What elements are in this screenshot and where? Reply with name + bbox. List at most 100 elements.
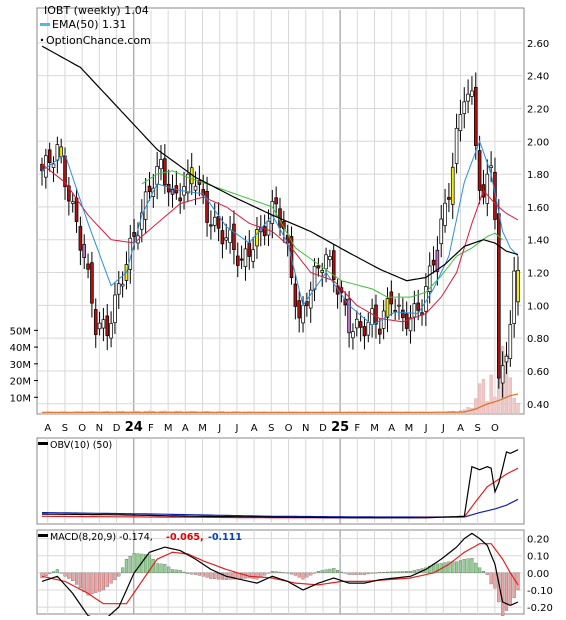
volume-bar: [474, 398, 478, 415]
macd-hist-bar: [512, 572, 516, 598]
volume-average-line: [42, 393, 519, 413]
macd-hist-bar: [362, 572, 367, 575]
candle-body: [270, 201, 275, 224]
x-axis: A S O N D 24 F M A M J J A S O N D 25 F M A M J J A S O: [44, 420, 499, 435]
candle-body: [166, 183, 171, 193]
macd-hist-bar: [389, 571, 393, 574]
macd-hist-bar: [182, 571, 186, 574]
macd-hist-bar: [312, 572, 317, 574]
volume-bar: [370, 412, 374, 415]
price-tick-label: 2.00: [527, 137, 549, 148]
candle-body: [47, 149, 52, 164]
macd-hist-bar: [220, 572, 225, 580]
candle-body: [320, 269, 325, 273]
macd-hist-bar: [316, 570, 320, 574]
candle-body: [408, 317, 413, 332]
candle-body: [266, 220, 271, 236]
macd-hist-bar: [286, 572, 290, 574]
candle-body: [489, 165, 493, 168]
candle-body: [235, 255, 240, 266]
chart-legend: IOBT (weekly) 1.04 EMA(50) 1.31 OptionCh…: [40, 4, 151, 47]
macd-hist-bar: [147, 554, 152, 574]
macd-hist-bar: [447, 561, 451, 574]
x-tick-label: J: [234, 423, 238, 434]
x-tick-label: 24: [125, 420, 143, 435]
candle-body: [439, 218, 444, 245]
macd-hist-bar: [374, 572, 378, 574]
macd-hist-bar: [240, 572, 244, 579]
candle-body: [374, 304, 378, 325]
macd-hist-bar: [309, 572, 313, 576]
macd-hist-bar: [320, 570, 324, 574]
macd-hist-bar: [121, 567, 125, 574]
macd-hist-bar: [159, 563, 163, 574]
x-tick-label: J: [217, 423, 221, 434]
x-tick-label: D: [319, 423, 327, 434]
candle-body: [454, 127, 459, 164]
volume-bar: [312, 412, 317, 415]
price-tick-label: 0.80: [527, 334, 549, 345]
macd-hist-bar: [74, 572, 79, 585]
macd-hist-bar: [328, 568, 332, 574]
macd-tick-label: 0.10: [527, 552, 549, 563]
macd-hist-bar: [101, 572, 106, 591]
macd-hist-bar: [470, 558, 474, 574]
macd-hist-bar: [255, 572, 259, 580]
volume-tick-label: 40M: [10, 343, 31, 354]
watermark: OptionChance.com: [46, 34, 151, 47]
macd-hist-bar: [466, 558, 470, 574]
x-tick-label: A: [251, 423, 258, 434]
candle-body: [216, 216, 221, 229]
macd-hist-bar: [163, 564, 167, 574]
macd-hist-bar: [493, 572, 497, 589]
candle-body: [431, 259, 436, 266]
candle-body: [209, 224, 213, 227]
macd-hist-bar: [105, 572, 109, 587]
x-tick-label: O: [78, 423, 86, 434]
macd-hist-bar: [378, 572, 382, 574]
x-tick-label: M: [164, 423, 173, 434]
candle-body: [335, 285, 340, 295]
candle-body: [109, 323, 113, 339]
candle-body: [70, 201, 75, 204]
macd-hist-bar: [385, 571, 390, 574]
macd-hist-bar: [351, 572, 355, 575]
ema-red-line: [41, 163, 519, 323]
macd-tick-label: -0.10: [527, 586, 553, 597]
candle-body: [308, 289, 313, 309]
candle-body: [201, 189, 206, 196]
ema-legend-swatch: [40, 23, 50, 26]
macd-hist-bar: [332, 568, 336, 574]
macd-hist-bar: [401, 571, 405, 574]
candle-body: [93, 309, 98, 335]
candle-body: [51, 163, 56, 168]
candle-body: [59, 146, 63, 158]
macd-hist-bar: [94, 572, 98, 593]
macd-panel-frame: [36, 529, 525, 615]
macd-axis-labels: 0.20 0.10 0.00 -0.10 -0.20: [527, 535, 553, 615]
macd-hist-bar: [485, 572, 489, 575]
ema-blue-line: [41, 139, 519, 326]
macd-hist-bar: [324, 569, 328, 574]
macd-hist-bar: [109, 572, 113, 584]
candle-body: [212, 216, 217, 226]
macd-hist-bar: [155, 563, 159, 574]
macd-hist-bar: [228, 572, 232, 580]
macd-hist-bar: [278, 571, 282, 574]
volume-tick-label: 50M: [10, 326, 31, 337]
volume-bar: [255, 412, 259, 415]
volume-tick-label: 30M: [10, 360, 31, 371]
legend-ema: EMA(50) 1.31: [52, 18, 127, 31]
candle-body: [220, 230, 225, 245]
x-tick-label: O: [285, 423, 293, 434]
macd-hist-bar: [113, 572, 117, 580]
price-tick-label: 0.40: [527, 400, 549, 411]
macd-hist-bar: [347, 572, 351, 575]
candle-body: [470, 90, 474, 97]
candle-body: [362, 326, 367, 337]
macd-hist-bar: [443, 562, 447, 574]
volume-bar: [470, 407, 474, 415]
macd-line: [41, 532, 519, 620]
macd-hist-bar: [366, 572, 370, 575]
